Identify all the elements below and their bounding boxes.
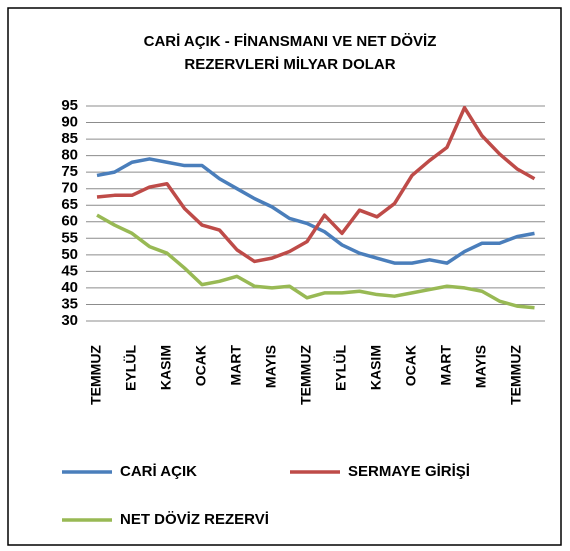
y-tick-label: 40: [61, 279, 78, 296]
y-tick-label: 50: [61, 246, 78, 263]
y-tick-label: 30: [61, 312, 78, 329]
x-tick-label: MART: [438, 345, 454, 386]
y-tick-label: 55: [61, 229, 78, 246]
x-tick-label: MAYIS: [263, 345, 279, 388]
x-tick-label: TEMMUZ: [298, 345, 314, 405]
x-tick-label: TEMMUZ: [508, 345, 524, 405]
y-tick-label: 35: [61, 295, 78, 312]
x-tick-label: OCAK: [403, 345, 419, 386]
legend-label: CARİ AÇIK: [120, 463, 197, 480]
x-tick-label: EYLÜL: [123, 345, 139, 391]
chart-border: [7, 7, 562, 546]
x-tick-label: TEMMUZ: [88, 345, 104, 405]
y-tick-label: 85: [61, 130, 78, 147]
x-tick-label: KASIM: [368, 345, 384, 390]
y-tick-label: 65: [61, 196, 78, 213]
y-tick-label: 60: [61, 213, 78, 230]
chart-title: CARİ AÇIK - FİNANSMANI VE NET DÖVİZ: [144, 33, 437, 50]
x-tick-label: MAYIS: [473, 345, 489, 388]
x-tick-label: OCAK: [193, 345, 209, 386]
y-tick-label: 95: [61, 97, 78, 114]
x-tick-label: EYLÜL: [333, 345, 349, 391]
legend-label: NET DÖVİZ REZERVİ: [120, 511, 269, 528]
series-line: [96, 213, 535, 310]
chart-title: REZERVLERİ MİLYAR DOLAR: [184, 56, 395, 73]
y-tick-label: 75: [61, 163, 78, 180]
y-tick-label: 80: [61, 147, 78, 164]
x-tick-label: KASIM: [158, 345, 174, 390]
y-tick-label: 70: [61, 180, 78, 197]
y-tick-label: 90: [61, 114, 78, 131]
legend-label: SERMAYE GİRİŞİ: [348, 463, 470, 480]
x-tick-label: MART: [228, 345, 244, 386]
series-line: [96, 105, 536, 264]
y-tick-label: 45: [61, 262, 78, 279]
